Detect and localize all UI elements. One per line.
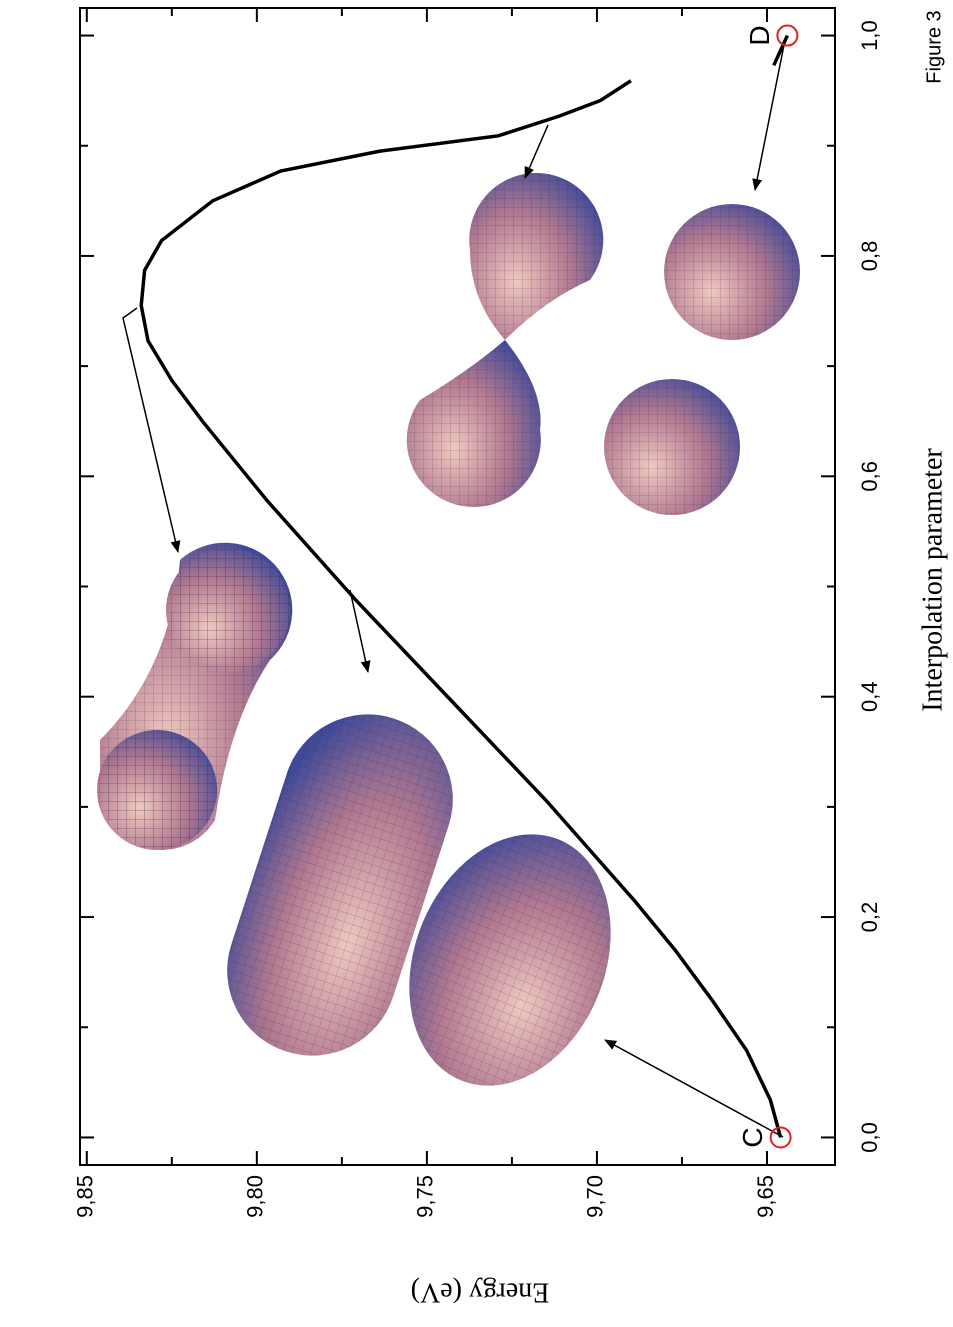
shapes xyxy=(97,173,800,1086)
x-tick-label: 0,8 xyxy=(857,241,882,272)
arrow xyxy=(524,124,549,179)
x-axis-label: Interpolation parameter xyxy=(917,448,948,712)
x-tick-label: 0,6 xyxy=(857,461,882,492)
y-axis-label: Energy (eV) xyxy=(411,1277,550,1308)
y-tick-label: 9,65 xyxy=(753,1175,778,1218)
x-tick-label: 1,0 xyxy=(857,20,882,51)
shape-split xyxy=(406,173,604,507)
arrow xyxy=(752,39,786,191)
point-marker xyxy=(769,1126,792,1149)
shape-ellipsoid xyxy=(409,834,611,1086)
shape-capsule xyxy=(227,714,453,1056)
figure-label: Figure 3 xyxy=(923,10,945,83)
line xyxy=(139,34,789,1138)
shape-spheres xyxy=(604,204,800,515)
shape-peanut xyxy=(97,542,293,850)
arrows xyxy=(122,39,786,1138)
point-label: C xyxy=(737,1127,768,1147)
arrow xyxy=(604,1039,784,1138)
y-tick-label: 9,85 xyxy=(73,1175,98,1218)
plot: Figure 3 Interpolation parameter Energy … xyxy=(73,7,948,1308)
point-marker xyxy=(776,24,799,47)
y-tick-label: 9,70 xyxy=(583,1175,608,1218)
y-tick-label: 9,80 xyxy=(243,1175,268,1218)
arrow xyxy=(349,589,371,673)
y-tick-label: 9,75 xyxy=(413,1175,438,1218)
x-tick-label: 0,2 xyxy=(857,902,882,933)
x-tick-label: 0,4 xyxy=(857,681,882,712)
arrow xyxy=(122,307,181,553)
point-label: D xyxy=(744,25,775,45)
x-tick-label: 0,0 xyxy=(857,1122,882,1153)
